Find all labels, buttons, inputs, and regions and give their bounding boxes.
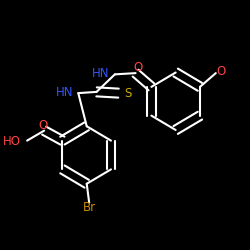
Text: O: O	[38, 119, 48, 132]
Text: O: O	[216, 65, 226, 78]
Text: HO: HO	[3, 135, 21, 148]
Text: HN: HN	[56, 86, 73, 98]
Text: Br: Br	[82, 201, 96, 214]
Text: S: S	[124, 86, 131, 100]
Text: HN: HN	[92, 67, 110, 80]
Text: O: O	[133, 61, 142, 74]
